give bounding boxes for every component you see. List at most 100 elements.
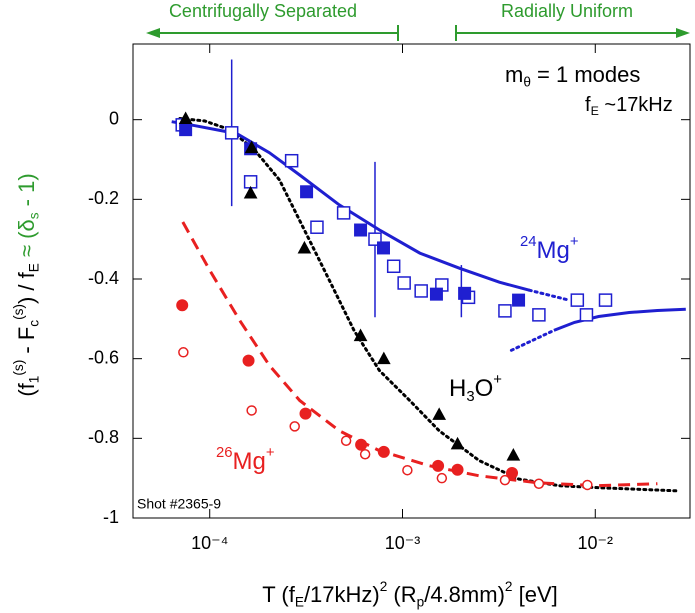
data-point xyxy=(436,472,448,484)
label-part: /4.8mm) xyxy=(424,582,505,607)
data-point xyxy=(451,463,464,476)
data-point xyxy=(432,459,445,472)
data-point xyxy=(359,449,371,460)
y-tick-label: -0.8 xyxy=(88,427,119,447)
data-point xyxy=(289,421,300,432)
x-tick-label: 10⁻³ xyxy=(385,533,421,553)
label-part: /17kHz) xyxy=(304,582,380,607)
label-part: [eV] xyxy=(512,582,557,607)
data-point xyxy=(506,466,519,479)
y-axis-label: (f1(s) - Fc(s)) / fE ≈ (δs - 1) xyxy=(10,173,41,396)
y-tick-label: -0.2 xyxy=(88,188,119,208)
shot-label: Shot #2365-9 xyxy=(137,496,221,512)
label-part: (s) xyxy=(10,304,25,320)
data-point xyxy=(297,240,312,254)
label-part: 24 xyxy=(520,234,537,250)
data-point xyxy=(598,293,613,307)
data-point xyxy=(376,351,391,365)
data-point xyxy=(178,111,193,124)
data-point xyxy=(499,474,511,486)
region-arrows xyxy=(146,25,690,41)
y-tick-label: -0.6 xyxy=(88,347,119,367)
data-point xyxy=(340,435,352,446)
label-part: - 1) xyxy=(14,173,39,212)
region-label: Radially Uniform xyxy=(501,1,633,21)
label-part: E xyxy=(591,104,599,118)
data-point xyxy=(458,286,472,300)
data-point xyxy=(512,293,526,307)
data-point xyxy=(397,276,411,290)
data-point xyxy=(354,223,368,237)
data-point xyxy=(353,328,368,342)
label-part: (R xyxy=(387,582,416,607)
data-point xyxy=(224,126,239,140)
label-part: + xyxy=(266,445,275,461)
data-point xyxy=(506,448,521,461)
data-point xyxy=(498,304,512,318)
data-point xyxy=(299,407,312,420)
data-point xyxy=(533,478,545,489)
label-part: + xyxy=(493,372,502,388)
label-part: H xyxy=(449,375,466,402)
label-part: = 1 modes xyxy=(531,62,640,87)
data-point xyxy=(243,185,258,199)
data-point xyxy=(178,347,189,358)
frequency-label: fE ~17kHz xyxy=(585,94,673,118)
theory-curve xyxy=(171,120,686,332)
species-label: 24Mg+ xyxy=(520,234,579,265)
label-part: s xyxy=(26,212,41,219)
arrow-head xyxy=(676,28,690,38)
label-part: 2 xyxy=(505,578,513,593)
label-part: θ xyxy=(523,74,531,89)
x-tick-label: 10⁻⁴ xyxy=(191,533,228,553)
y-tick-label: -0.4 xyxy=(88,268,119,288)
label-part: f xyxy=(585,94,591,116)
label-part: m xyxy=(505,62,523,87)
data-point xyxy=(176,299,189,312)
label-part: + xyxy=(570,234,579,250)
data-point xyxy=(450,436,465,450)
data-point xyxy=(310,220,324,234)
label-part: - F xyxy=(14,327,39,360)
label-part: E xyxy=(295,594,304,609)
label-part: 1 xyxy=(26,376,41,384)
x-axis-label: T (fE/17kHz)2 (Rp/4.8mm)2 [eV] xyxy=(262,578,557,609)
species-label: 26Mg+ xyxy=(216,445,275,476)
data-point xyxy=(582,479,593,491)
data-point xyxy=(570,293,585,307)
label-part: Mg xyxy=(537,237,570,264)
plot-frame xyxy=(132,43,691,519)
data-point xyxy=(414,284,428,298)
label-part: T (f xyxy=(262,582,295,607)
label-part: ) / f xyxy=(14,271,39,304)
plot-area: 10⁻⁴ 10⁻³ 10⁻² 0 -0.2 -0.4 -0.6 -0.8 -1 xyxy=(88,43,691,553)
data-point xyxy=(355,438,368,451)
data-point xyxy=(246,405,257,416)
data-point xyxy=(432,407,447,420)
label-part: E xyxy=(26,263,41,272)
data-point xyxy=(377,445,390,458)
label-part: (s) xyxy=(10,360,25,376)
label-part: c xyxy=(26,320,41,327)
label-part: p xyxy=(417,594,425,609)
y-tick-label: 0 xyxy=(109,108,119,128)
theory-curve xyxy=(509,288,571,352)
label-part: (f xyxy=(14,382,39,396)
label-part: Mg xyxy=(233,448,266,475)
data-point xyxy=(336,206,351,220)
label-part: ~17kHz xyxy=(599,94,673,116)
arrow-head xyxy=(146,28,160,38)
region-label: Centrifugally Separated xyxy=(169,1,357,21)
data-point xyxy=(386,259,401,274)
species-label: H3O+ xyxy=(449,372,502,405)
theory-curve xyxy=(181,221,658,488)
data-point xyxy=(429,287,443,301)
data-point xyxy=(532,308,546,322)
data-point xyxy=(579,308,594,322)
data-point xyxy=(376,241,390,255)
label-part: ≈ (δ xyxy=(14,219,39,263)
y-tick-label: -1 xyxy=(103,507,119,527)
label-part: O xyxy=(475,375,494,402)
data-point xyxy=(300,185,314,199)
